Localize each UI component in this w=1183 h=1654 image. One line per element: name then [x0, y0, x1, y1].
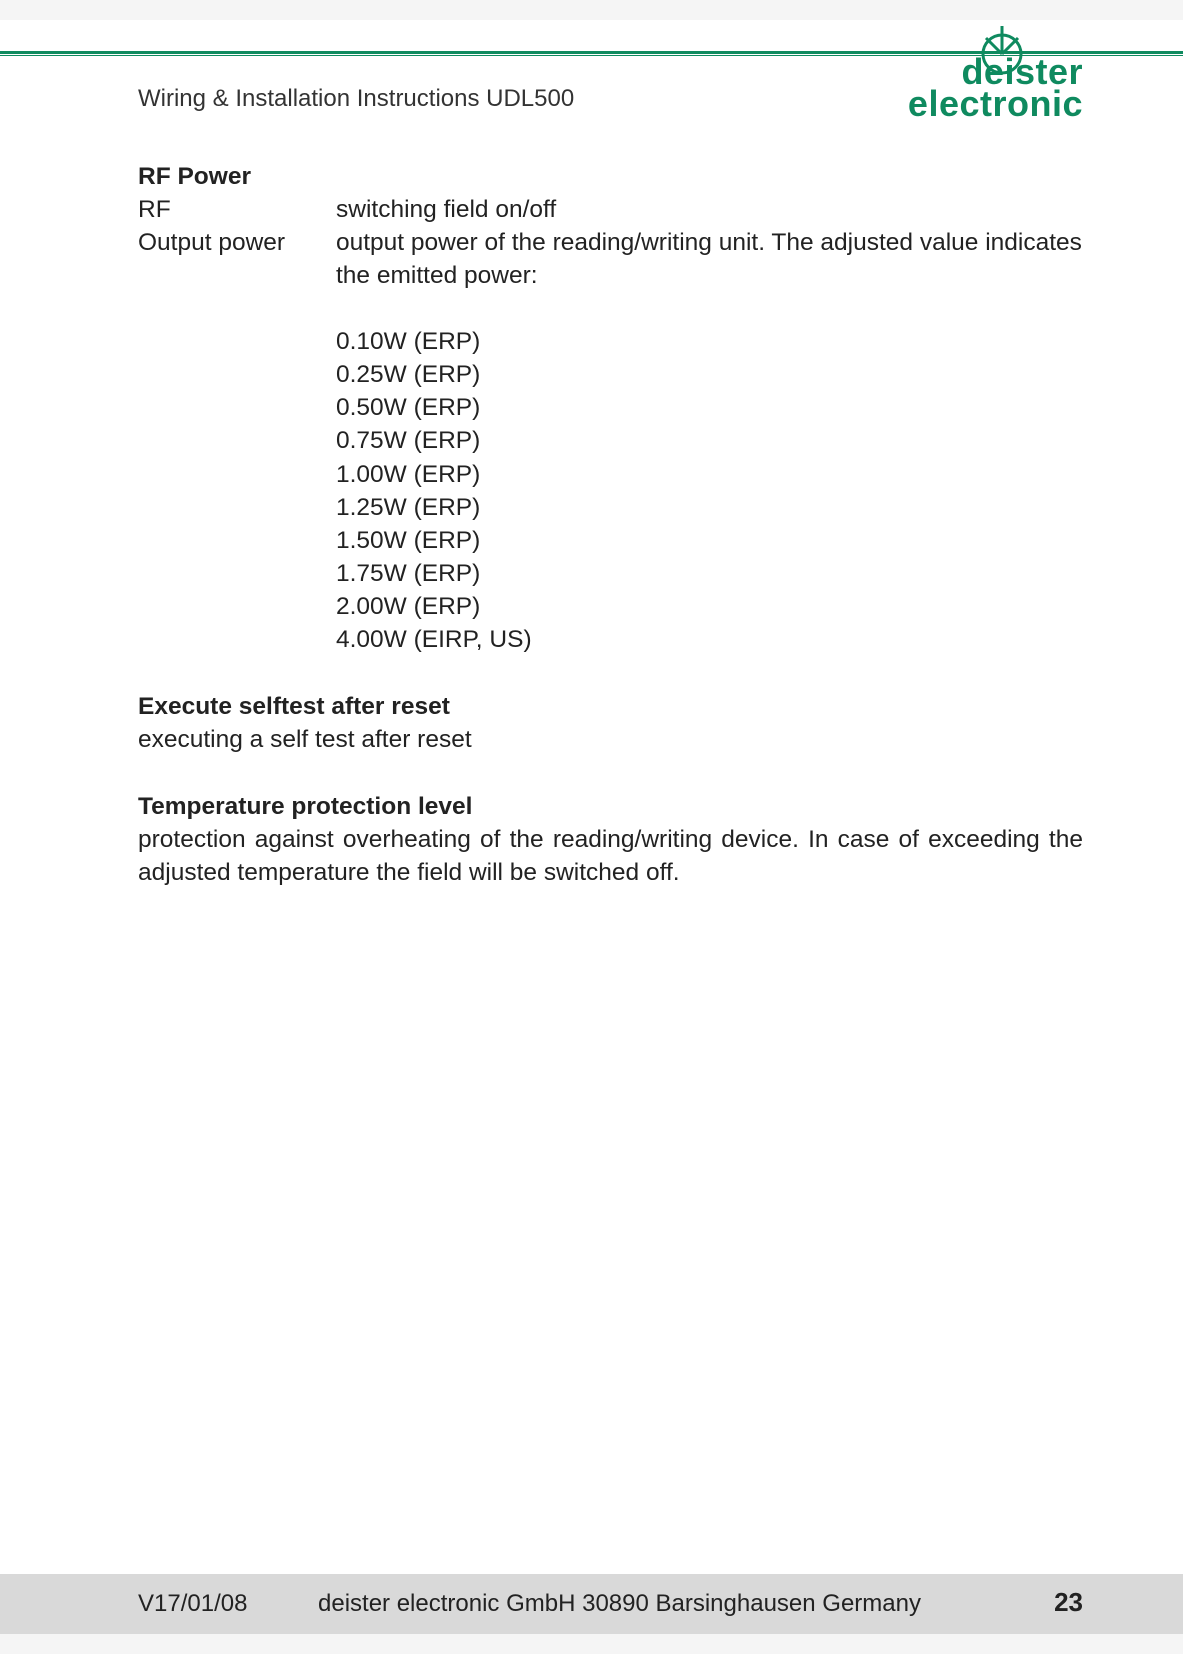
document-page: Wiring & Installation Instructions UDL50… [0, 20, 1183, 1634]
power-level-list: 0.10W (ERP) 0.25W (ERP) 0.50W (ERP) 0.75… [336, 325, 1083, 656]
document-header-title: Wiring & Installation Instructions UDL50… [138, 85, 574, 113]
brand-logo-line2: electronic [908, 86, 1083, 122]
power-level: 0.50W (ERP) [336, 391, 1083, 424]
brand-logo: deister electronic [803, 30, 1083, 120]
output-power-text: output power of the reading/writing unit… [336, 226, 1083, 292]
rf-power-heading: RF Power [138, 160, 1083, 193]
rf-body: switching field on/off [336, 193, 1083, 226]
output-power-row: Output power output power of the reading… [138, 226, 1083, 656]
footer-inner: V17/01/08 deister electronic GmbH 30890 … [138, 1587, 1083, 1618]
page-content: RF Power RF switching field on/off Outpu… [138, 160, 1083, 889]
power-level: 1.50W (ERP) [336, 524, 1083, 557]
power-level: 4.00W (EIRP, US) [336, 623, 1083, 656]
temperature-heading: Temperature protection level [138, 790, 1083, 823]
rf-label: RF [138, 193, 336, 226]
power-level: 1.25W (ERP) [336, 491, 1083, 524]
power-level: 1.00W (ERP) [336, 458, 1083, 491]
power-level: 0.25W (ERP) [336, 358, 1083, 391]
output-power-body: output power of the reading/writing unit… [336, 226, 1083, 656]
selftest-body: executing a self test after reset [138, 723, 1083, 756]
output-power-label: Output power [138, 226, 336, 259]
power-level: 0.10W (ERP) [336, 325, 1083, 358]
rf-row: RF switching field on/off [138, 193, 1083, 226]
power-level: 2.00W (ERP) [336, 590, 1083, 623]
selftest-heading: Execute selftest after reset [138, 690, 1083, 723]
temperature-body: protection against overheating of the re… [138, 823, 1083, 889]
page-footer: V17/01/08 deister electronic GmbH 30890 … [0, 1574, 1183, 1634]
footer-page-number: 23 [1054, 1587, 1083, 1618]
power-level: 1.75W (ERP) [336, 557, 1083, 590]
power-level: 0.75W (ERP) [336, 424, 1083, 457]
